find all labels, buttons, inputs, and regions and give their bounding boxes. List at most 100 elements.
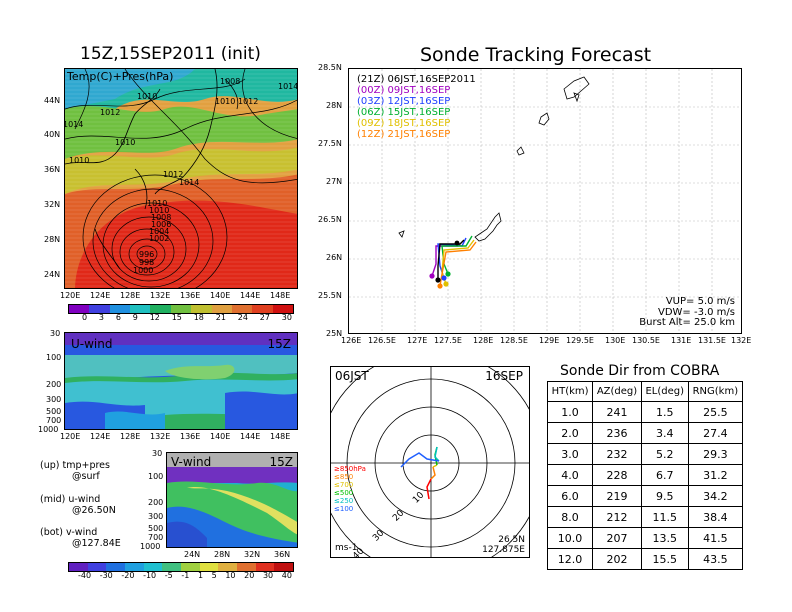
column-header: HT(km) — [546, 381, 594, 402]
contour-label: 996 — [139, 250, 154, 259]
contour-label: 1000 — [133, 266, 153, 275]
note-up: (up) tmp+pres — [40, 460, 110, 471]
table-cell: 232 — [592, 443, 642, 465]
lat-tick: 44N — [44, 96, 61, 105]
u-wind-time: 15Z — [267, 337, 292, 351]
track-legend: (21Z) 06JST,16SEP2011 (00Z) 09JST,16SEP … — [357, 74, 476, 140]
temperature-colorbar-ticks: 0 3 6 9 12 15 18 21 24 27 30 — [82, 313, 292, 322]
colorbar-tick: 30 — [262, 571, 274, 580]
v-wind-time: 15Z — [269, 455, 294, 469]
temperature-colorbar — [68, 304, 294, 314]
lon-tick: 120E — [60, 291, 81, 300]
table-cell: 4.0 — [546, 464, 594, 486]
table-row: 4.0 228 6.7 31.2 — [546, 464, 744, 486]
lat-tick: 28N — [44, 235, 61, 244]
level-legend: ≥850hPa ≤850 ≤700 ≤500 ≤250 ≤100 — [334, 465, 366, 513]
lon-tick: 128.5E — [500, 336, 528, 345]
lon-tick: 130.5E — [632, 336, 660, 345]
colorbar-tick: 20 — [244, 571, 255, 580]
colorbar-tick: 0 — [82, 313, 88, 322]
lon-tick: 126.5E — [368, 336, 396, 345]
contour-label: 998 — [139, 258, 154, 267]
lon-tick: 127E — [407, 336, 428, 345]
table-row: 10.0 207 13.5 41.5 — [546, 527, 744, 549]
contour-label: 1012 — [100, 108, 120, 117]
contour-label: 1014 — [278, 82, 298, 91]
lat-tick: 24N — [44, 270, 61, 279]
colorbar-tick: -20 — [121, 571, 135, 580]
table-cell: 3.4 — [640, 422, 689, 444]
table-cell: 27.4 — [687, 422, 744, 444]
colorbar-tick: 5 — [211, 571, 217, 580]
colorbar-tick: -30 — [99, 571, 113, 580]
contour-label: 1010 — [137, 92, 157, 101]
legend-entry: (03Z) 12JST,16SEP — [357, 96, 451, 107]
table-header-row: HT(km) AZ(deg) EL(deg) RNG(km) — [546, 381, 744, 402]
pressure-tick: 700 — [46, 416, 62, 425]
lon-tick: 148E — [270, 432, 291, 441]
lon-tick: 132E — [150, 291, 171, 300]
contour-label: 1012 — [163, 170, 183, 179]
colorbar-tick: -10 — [143, 571, 157, 580]
lon-tick: 136E — [180, 291, 201, 300]
colorbar-tick: 21 — [215, 313, 226, 322]
note-mid-level: @26.50N — [72, 505, 116, 516]
column-header: EL(deg) — [640, 381, 689, 402]
table-cell: 25.5 — [687, 401, 744, 423]
column-header: AZ(deg) — [592, 381, 642, 402]
pressure-tick: 300 — [46, 395, 62, 404]
v-wind-svg — [167, 453, 297, 547]
coord-lon: 127.875E — [482, 545, 525, 555]
lon-tick: 127.5E — [434, 336, 462, 345]
colorbar-tick: 40 — [281, 571, 292, 580]
table-cell: 3.0 — [546, 443, 594, 465]
lon-tick: 132E — [731, 336, 752, 345]
table-row: 6.0 219 9.5 34.2 — [546, 485, 744, 507]
contour-label: 1010 — [115, 138, 135, 147]
table-cell: 12.0 — [546, 548, 594, 570]
burst-altitude: Burst Alt= 25.0 km — [639, 317, 735, 328]
vup-value: VUP= 5.0 m/s — [665, 296, 735, 307]
hodograph-svg — [331, 367, 529, 557]
note-bot: (bot) v-wind — [40, 527, 98, 538]
colorbar-tick: 30 — [281, 313, 292, 322]
vdw-value: VDW= -3.0 m/s — [658, 306, 735, 318]
colorbar-tick: 12 — [149, 313, 160, 322]
contour-label: 1010 — [215, 97, 235, 106]
colorbar-tick: -40 — [78, 571, 92, 580]
table-cell: 43.5 — [687, 548, 744, 570]
legend-entry: (00Z) 09JST,16SEP — [357, 85, 451, 96]
colorbar-tick: 6 — [115, 313, 121, 322]
coord-lat: 26.5N — [498, 535, 525, 545]
lat-tick: 27N — [326, 177, 343, 186]
pressure-tick: 500 — [148, 524, 164, 533]
tracking-title: Sonde Tracking Forecast — [420, 44, 652, 66]
pressure-tick: 30 — [152, 449, 163, 458]
lat-tick: 25.5N — [318, 291, 342, 300]
lon-tick: 128E — [120, 432, 141, 441]
pressure-tick: 100 — [46, 353, 62, 362]
wind-unit: ms-1 — [335, 543, 358, 553]
table-cell: 2.0 — [546, 422, 594, 444]
table-cell: 202 — [592, 548, 642, 570]
table-cell: 29.3 — [687, 443, 744, 465]
hodograph-time: 06JST — [335, 369, 369, 383]
table-cell: 1.5 — [640, 401, 689, 423]
table-cell: 241 — [592, 401, 642, 423]
wind-colorbar — [68, 562, 294, 572]
contour-label: 1008 — [220, 77, 240, 86]
lon-tick: 130E — [605, 336, 626, 345]
lon-tick: 131.5E — [698, 336, 726, 345]
contour-label: 1010 — [147, 199, 167, 208]
u-wind-label: U-wind — [71, 337, 113, 351]
temperature-pressure-map: 1010 1010 1012 1010 1010 1012 1014 1014 … — [64, 68, 298, 289]
table-cell: 6.7 — [640, 464, 689, 486]
table-cell: 236 — [592, 422, 642, 444]
lon-tick: 124E — [90, 291, 111, 300]
lat-tick: 40N — [44, 130, 61, 139]
pressure-tick: 200 — [148, 498, 164, 507]
lon-tick: 120E — [60, 432, 81, 441]
table-cell: 34.2 — [687, 485, 744, 507]
tracking-map-svg — [349, 69, 741, 333]
colorbar-tick: 3 — [98, 313, 105, 322]
